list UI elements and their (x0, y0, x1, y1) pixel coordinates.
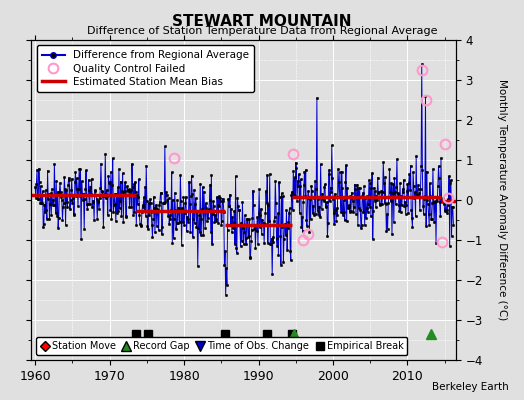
Y-axis label: Monthly Temperature Anomaly Difference (°C): Monthly Temperature Anomaly Difference (… (497, 79, 507, 321)
Text: STEWART MOUNTAIN: STEWART MOUNTAIN (172, 14, 352, 29)
Text: Berkeley Earth: Berkeley Earth (432, 382, 508, 392)
Text: Difference of Station Temperature Data from Regional Average: Difference of Station Temperature Data f… (87, 26, 437, 36)
Legend: Station Move, Record Gap, Time of Obs. Change, Empirical Break: Station Move, Record Gap, Time of Obs. C… (36, 337, 408, 355)
